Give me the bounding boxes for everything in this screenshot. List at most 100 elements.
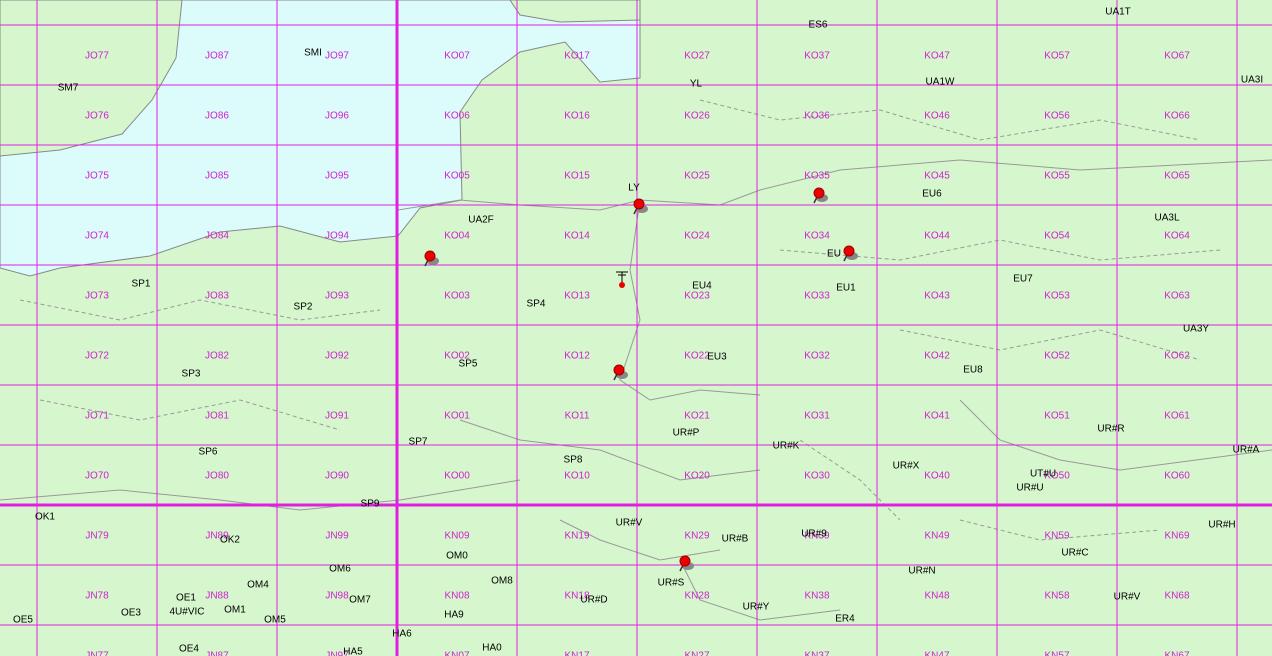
locator-label: KO67 <box>1164 51 1190 62</box>
prefix-label: HA5 <box>343 647 363 656</box>
locator-label: KO51 <box>1044 411 1070 422</box>
locator-label: JN89 <box>205 531 229 542</box>
prefix-label: SMI <box>304 48 322 59</box>
pin <box>613 364 625 376</box>
prefix-label: HA0 <box>482 643 502 654</box>
prefix-label: OM4 <box>247 580 269 591</box>
locator-label: KO53 <box>1044 291 1070 302</box>
locator-label: KO35 <box>804 171 830 182</box>
locator-label: KO57 <box>1044 51 1070 62</box>
locator-label: JO74 <box>85 231 109 242</box>
locator-label: JN77 <box>85 651 109 656</box>
region-border <box>19 99 1221 541</box>
locator-label: KO36 <box>804 111 830 122</box>
locator-label: KO07 <box>444 51 470 62</box>
prefix-label: SP5 <box>459 359 478 370</box>
locator-label: KO34 <box>804 231 830 242</box>
locator-label: JO72 <box>85 351 109 362</box>
prefix-label: EU7 <box>1013 274 1033 285</box>
prefix-label: OE4 <box>179 644 199 655</box>
pin <box>679 555 691 567</box>
prefix-label: SP1 <box>132 279 151 290</box>
locator-label: KO62 <box>1164 351 1190 362</box>
prefix-label: EU1 <box>836 283 856 294</box>
locator-label: KN67 <box>1164 651 1189 656</box>
locator-label: KO22 <box>684 351 710 362</box>
locator-label: JO93 <box>325 291 349 302</box>
locator-label: JO95 <box>325 171 349 182</box>
prefix-label: 4U#VIC <box>169 607 204 618</box>
locator-label: KO54 <box>1044 231 1070 242</box>
locator-label: KO43 <box>924 291 950 302</box>
locator-label: KO64 <box>1164 231 1190 242</box>
prefix-label: UA3I <box>1241 75 1263 86</box>
prefix-label: UR#H <box>1208 520 1235 531</box>
prefix-label: SP7 <box>409 437 428 448</box>
locator-label: KN59 <box>1044 531 1069 542</box>
prefix-label: UR#C <box>1061 548 1088 559</box>
locator-label: KN38 <box>804 591 829 602</box>
prefix-label: UR#V <box>1114 592 1141 603</box>
locator-label: JO96 <box>325 111 349 122</box>
prefix-label: LY <box>628 183 640 194</box>
prefix-label: ER4 <box>835 614 855 625</box>
locator-label: KO45 <box>924 171 950 182</box>
locator-label: KN57 <box>1044 651 1069 656</box>
prefix-label: UR#P <box>673 428 700 439</box>
locator-label: KO66 <box>1164 111 1190 122</box>
locator-label: KN29 <box>684 531 709 542</box>
locator-label: KO15 <box>564 171 590 182</box>
locator-label: KO47 <box>924 51 950 62</box>
locator-label: KO63 <box>1164 291 1190 302</box>
pins <box>424 187 858 572</box>
locator-label: JN87 <box>205 651 229 656</box>
prefix-label: UR#S <box>658 578 685 589</box>
prefix-label: UR#R <box>1097 424 1124 435</box>
pin <box>843 245 855 257</box>
locator-label: KO33 <box>804 291 830 302</box>
locator-label: KN68 <box>1164 591 1189 602</box>
locator-label: KO27 <box>684 51 710 62</box>
locator-label: KO02 <box>444 351 470 362</box>
locator-label: JO97 <box>325 51 349 62</box>
prefix-label: OM0 <box>446 551 468 562</box>
prefix-label: HA6 <box>392 629 412 640</box>
coast <box>509 0 641 23</box>
prefix-label: OK2 <box>220 535 240 546</box>
locator-label: KO26 <box>684 111 710 122</box>
prefix-label: OE1 <box>176 593 196 604</box>
prefix-label: SP8 <box>564 455 583 466</box>
locator-label: JO86 <box>205 111 229 122</box>
locator-label: KO40 <box>924 471 950 482</box>
locator-label: KO01 <box>444 411 470 422</box>
locator-label: KN28 <box>684 591 709 602</box>
locator-label: JO73 <box>85 291 109 302</box>
prefix-label: SP3 <box>182 369 201 380</box>
prefix-label: OM7 <box>349 595 371 606</box>
prefix-label: EU6 <box>922 189 942 200</box>
locator-label: KO20 <box>684 471 710 482</box>
prefix-label: UR#N <box>908 566 935 577</box>
locator-label: KO06 <box>444 111 470 122</box>
prefix-label: UT#U <box>1030 469 1056 480</box>
prefix-label: OM1 <box>224 605 246 616</box>
locator-label: KO41 <box>924 411 950 422</box>
prefix-label: UR#V <box>616 518 643 529</box>
prefix-label: OE5 <box>13 615 33 626</box>
locator-label: KO10 <box>564 471 590 482</box>
locator-label: JO82 <box>205 351 229 362</box>
locator-label: KN39 <box>804 531 829 542</box>
prefix-label: OE3 <box>121 608 141 619</box>
locator-label: KO32 <box>804 351 830 362</box>
prefix-label: OM6 <box>329 564 351 575</box>
prefix-label: SM7 <box>58 83 79 94</box>
locator-label: JO92 <box>325 351 349 362</box>
locator-label: KO00 <box>444 471 470 482</box>
locator-label: KN09 <box>444 531 469 542</box>
locator-label: KN37 <box>804 651 829 656</box>
prefix-label: UR#B <box>722 534 749 545</box>
antenna-base <box>619 282 625 288</box>
prefix-label: UR#U <box>1016 483 1043 494</box>
